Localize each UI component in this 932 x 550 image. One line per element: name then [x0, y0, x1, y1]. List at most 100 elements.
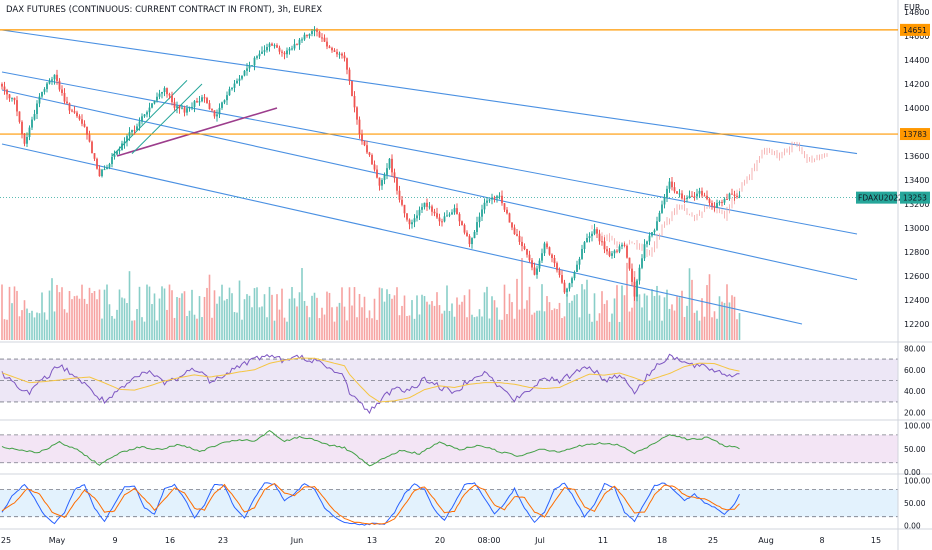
candle-body: [103, 169, 106, 171]
candle-body: [693, 196, 696, 198]
candle-body: [643, 244, 646, 259]
volume-bar: [318, 318, 321, 340]
candle-body: [626, 245, 628, 258]
rsi-tick-label: 60.00: [904, 366, 926, 375]
volume-bar: [48, 290, 51, 340]
candle-body: [81, 119, 83, 124]
volume-bar: [666, 289, 668, 340]
volume-bar: [13, 286, 16, 340]
volume-bar: [558, 302, 561, 340]
candle-body: [318, 31, 321, 38]
candle-body: [221, 102, 223, 108]
volume-bar: [353, 287, 356, 340]
volume-bar: [106, 284, 108, 340]
volume-bar: [338, 302, 341, 340]
candle-body: [371, 155, 373, 165]
candle-body: [293, 44, 296, 49]
volume-bar: [226, 298, 228, 340]
volume-bar: [593, 293, 596, 340]
volume-bar: [91, 293, 93, 340]
volume-bar: [441, 313, 443, 340]
volume-bar: [548, 302, 551, 340]
volume-bar: [41, 292, 43, 340]
volume-bar: [58, 292, 61, 340]
candle-body: [641, 258, 643, 268]
volume-bar: [706, 285, 708, 340]
rsi-line: [1, 353, 740, 415]
candle-body: [146, 112, 148, 115]
volume-bar: [246, 294, 248, 340]
volume-bar: [566, 293, 568, 340]
volume-bar: [1, 284, 3, 340]
volume-bar: [673, 310, 676, 340]
volume-bar: [623, 295, 626, 340]
candle-body: [406, 213, 408, 220]
candle-body: [148, 107, 151, 113]
candle-body: [326, 41, 328, 47]
volume-bar: [556, 309, 558, 340]
candle-body: [136, 126, 138, 131]
volume-bar: [88, 287, 91, 340]
candle-body: [631, 268, 633, 282]
volume-bar: [533, 312, 536, 340]
candle-body: [706, 195, 708, 200]
volume-bar: [128, 271, 131, 340]
candle-body: [266, 47, 268, 51]
time-tick-label: 11: [598, 536, 608, 545]
price-tick-label: 13000: [904, 224, 929, 233]
volume-bar: [103, 289, 106, 340]
candle-body: [638, 267, 641, 281]
volume-bar: [411, 300, 413, 340]
volume-bar: [176, 297, 178, 340]
candle-body: [118, 149, 121, 152]
candle-body: [726, 198, 728, 200]
candle-body: [666, 188, 668, 198]
candle-body: [536, 268, 538, 275]
volume-bar: [258, 307, 261, 340]
candle-body: [473, 231, 476, 239]
candle-body: [198, 101, 201, 103]
volume-bar: [163, 288, 166, 340]
candle-body: [551, 254, 553, 258]
candle-body: [546, 243, 548, 248]
volume-bar: [186, 316, 188, 340]
volume-bar: [113, 318, 116, 340]
volume-bar: [233, 312, 236, 340]
volume-bar: [641, 307, 643, 340]
candle-body: [161, 92, 163, 94]
volume-bar: [161, 286, 163, 340]
candle-body: [286, 50, 288, 55]
candle-body: [168, 94, 171, 96]
volume-bar: [83, 298, 86, 340]
time-tick-label: 8: [819, 536, 824, 545]
candle-body: [521, 241, 523, 247]
volume-bar: [261, 306, 263, 340]
volume-bar: [388, 294, 391, 340]
volume-bar: [568, 302, 571, 340]
candle-body: [101, 169, 103, 177]
time-tick-label: 9: [112, 536, 117, 545]
volume-bar: [308, 317, 311, 340]
candle-body: [228, 89, 231, 96]
candle-body: [176, 106, 178, 108]
volume-bar: [611, 313, 613, 340]
time-tick-label: Jun: [290, 536, 304, 545]
volume-bar: [733, 296, 736, 340]
candle-body: [288, 48, 291, 51]
candle-body: [561, 275, 563, 283]
volume-bar: [273, 320, 276, 340]
volume-bar: [51, 278, 53, 340]
volume-bar: [223, 300, 226, 340]
volume-bar: [636, 294, 638, 340]
volume-bar: [66, 312, 68, 340]
volume-bar: [541, 284, 543, 340]
volume-bar: [351, 305, 353, 340]
volume-bar: [398, 315, 401, 340]
volume-bar: [681, 290, 683, 340]
candle-body: [488, 199, 491, 201]
volume-bar: [406, 316, 408, 340]
volume-bar: [193, 314, 196, 340]
candle-body: [598, 233, 601, 242]
volume-bar: [583, 289, 586, 340]
